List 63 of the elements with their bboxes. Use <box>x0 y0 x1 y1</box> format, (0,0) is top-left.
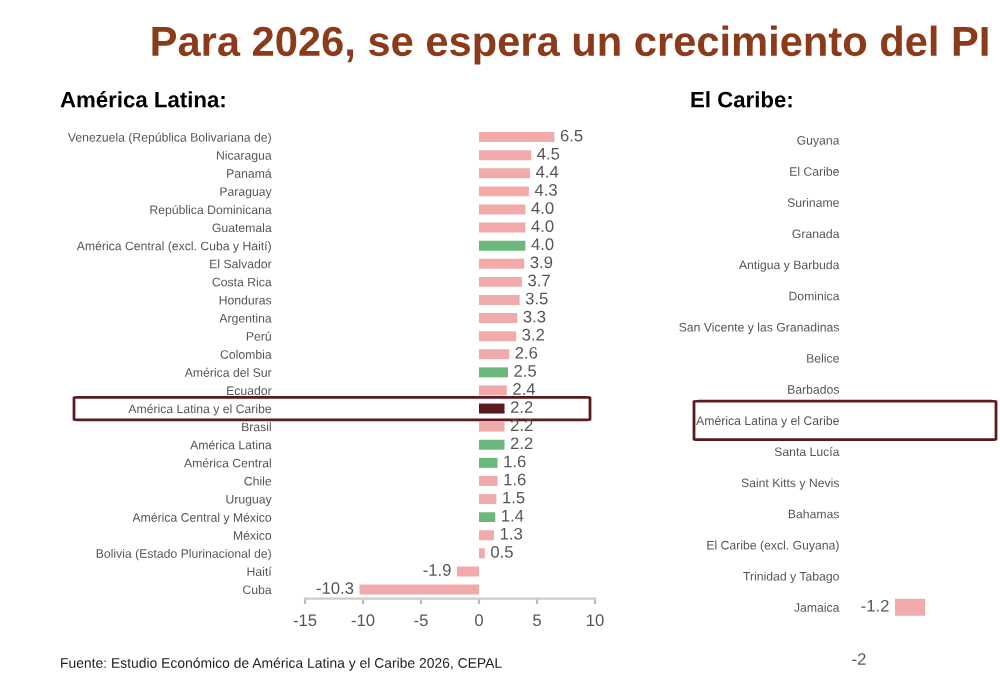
bar <box>479 331 517 342</box>
bar <box>479 385 507 396</box>
chart-subtitle: América Latina: <box>60 90 225 108</box>
data-label: 4.0 <box>531 220 554 233</box>
data-label: 2.5 <box>514 365 537 377</box>
x-tick-label: -10 <box>351 614 375 627</box>
chart-title: El Caribe: <box>691 91 792 108</box>
bar <box>479 494 497 505</box>
bar <box>456 566 479 577</box>
bar <box>479 512 496 523</box>
bar <box>479 313 518 324</box>
bar <box>479 439 505 450</box>
bar <box>479 457 498 468</box>
x-tick-label: 0 <box>475 614 483 627</box>
data-label: -1.9 <box>423 564 451 576</box>
x-tick-label: -15 <box>293 614 317 627</box>
chart-title: Para 2026, se espera un crecimiento del PI <box>152 25 988 65</box>
data-label: 1.3 <box>500 527 523 540</box>
data-label: 2.4 <box>513 383 536 395</box>
data-label: 1.6 <box>504 455 526 468</box>
bar <box>479 475 498 486</box>
data-label: -1.2 <box>861 599 889 612</box>
bar <box>479 168 531 179</box>
bar <box>479 258 525 269</box>
data-label: 4.4 <box>535 166 559 178</box>
data-label: -10.3 <box>316 582 354 594</box>
data-label: 1.5 <box>503 491 525 504</box>
data-label: 6.5 <box>560 129 583 142</box>
bar <box>479 349 510 360</box>
data-label: 3.7 <box>528 274 550 287</box>
data-label: 0.5 <box>491 546 513 558</box>
data-label: 3.3 <box>523 310 546 323</box>
data-label: 2.2 <box>510 437 533 450</box>
data-label: 3.9 <box>530 256 553 269</box>
data-label: 4.3 <box>534 184 557 196</box>
bar <box>479 186 529 197</box>
data-label: 3.5 <box>525 292 548 305</box>
bar <box>359 584 479 595</box>
bar <box>479 548 485 559</box>
bar <box>479 403 505 414</box>
data-label: 2.6 <box>515 346 538 359</box>
data-label: 4.5 <box>537 148 560 160</box>
data-label: 3.2 <box>522 328 545 341</box>
bar <box>479 150 532 161</box>
bar <box>479 294 520 305</box>
data-label: 4.0 <box>531 238 554 251</box>
bar <box>479 276 522 287</box>
data-label: 1.6 <box>504 473 526 486</box>
data-label: 2.2 <box>510 401 533 413</box>
x-tick-label: 10 <box>587 614 604 627</box>
x-tick-label: -5 <box>414 614 428 627</box>
data-label: 2.2 <box>510 419 533 431</box>
bar <box>479 367 508 378</box>
bar <box>479 132 555 143</box>
x-tick-label: 5 <box>533 614 541 627</box>
bar <box>479 222 526 233</box>
data-label: 4.0 <box>531 202 554 214</box>
text: -2 <box>852 653 866 665</box>
bar <box>479 421 505 432</box>
bar <box>479 240 526 251</box>
bar <box>479 530 495 541</box>
bar <box>479 204 526 215</box>
data-label: 1.4 <box>502 509 524 522</box>
